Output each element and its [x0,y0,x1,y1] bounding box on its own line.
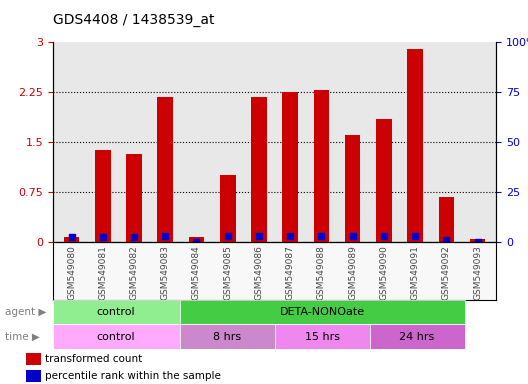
Point [192,239,201,245]
Text: time ▶: time ▶ [5,332,40,342]
Point [99,233,107,240]
Bar [157,97,173,242]
Point [161,233,169,239]
Bar [26,370,41,382]
Text: percentile rank within the sample: percentile rank within the sample [45,371,221,381]
Text: GSM549088: GSM549088 [317,245,326,300]
FancyBboxPatch shape [53,324,180,349]
Text: GDS4408 / 1438539_at: GDS4408 / 1438539_at [53,13,214,27]
Text: GSM549087: GSM549087 [286,245,295,300]
FancyBboxPatch shape [180,324,275,349]
Text: agent ▶: agent ▶ [5,307,46,317]
Bar [314,90,329,242]
FancyBboxPatch shape [53,300,180,324]
Bar [95,150,110,242]
Bar [251,97,267,242]
Text: GSM549080: GSM549080 [67,245,76,300]
Bar [26,353,41,365]
FancyBboxPatch shape [180,300,465,324]
Point [223,233,232,239]
Point [286,233,295,239]
Text: 24 hrs: 24 hrs [400,332,435,342]
Bar [282,92,298,242]
Bar [188,237,204,242]
Text: GSM549084: GSM549084 [192,245,201,300]
Bar [345,136,361,242]
Point [254,233,263,239]
Point [130,234,138,240]
Text: GSM549083: GSM549083 [161,245,169,300]
Text: control: control [97,307,136,317]
Text: GSM549093: GSM549093 [473,245,482,300]
Bar [470,239,485,242]
Point [474,239,482,245]
Text: 15 hrs: 15 hrs [305,332,340,342]
Text: control: control [97,332,136,342]
Point [67,234,76,240]
Point [348,233,357,240]
Text: GSM549090: GSM549090 [380,245,389,300]
Text: DETA-NONOate: DETA-NONOate [279,307,365,317]
Text: GSM549089: GSM549089 [348,245,357,300]
Text: GSM549091: GSM549091 [411,245,420,300]
Text: transformed count: transformed count [45,354,143,364]
Bar [376,119,392,242]
FancyBboxPatch shape [370,324,465,349]
Bar [407,49,423,242]
Text: 8 hrs: 8 hrs [213,332,241,342]
Text: GSM549086: GSM549086 [254,245,263,300]
Bar [220,175,235,242]
Point [411,233,419,239]
Bar [64,237,79,242]
Point [442,237,450,243]
Text: GSM549085: GSM549085 [223,245,232,300]
FancyBboxPatch shape [275,324,370,349]
Point [380,233,388,239]
Point [317,233,326,239]
Text: GSM549092: GSM549092 [442,245,451,300]
Text: GSM549081: GSM549081 [98,245,107,300]
Text: GSM549082: GSM549082 [129,245,138,300]
Bar [439,197,454,242]
Bar [126,154,142,242]
